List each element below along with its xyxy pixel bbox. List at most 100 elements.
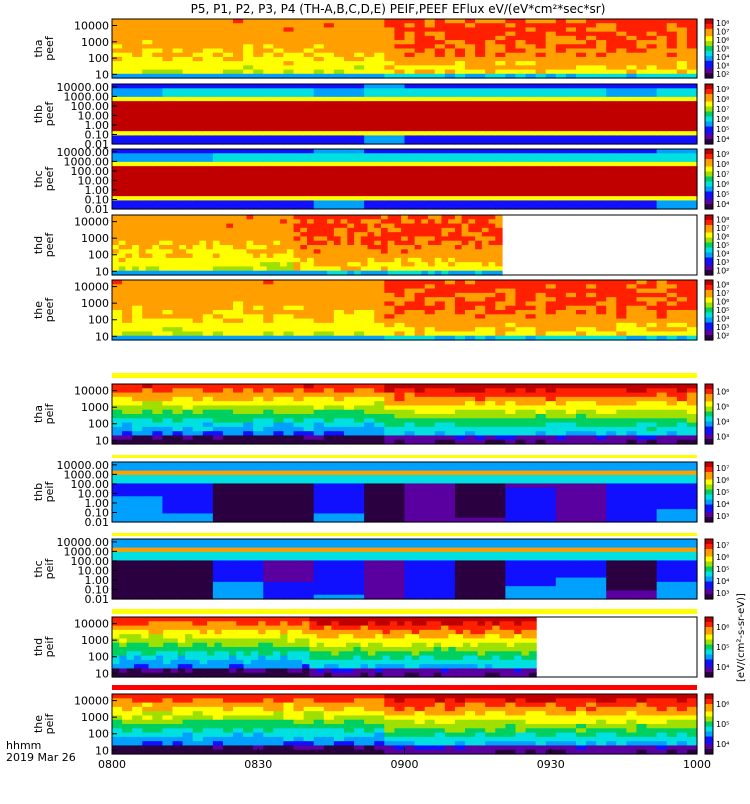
heatmap-cell <box>475 153 486 158</box>
heatmap-cell <box>304 427 315 432</box>
heatmap-cell <box>243 175 254 180</box>
heatmap-cell <box>415 19 426 24</box>
heatmap-cell <box>354 393 365 398</box>
heatmap-cell <box>233 427 244 432</box>
heatmap-cell <box>368 215 375 220</box>
heatmap-cell <box>596 393 607 398</box>
heatmap-cell <box>122 153 133 158</box>
heatmap-cell <box>556 131 567 136</box>
heatmap-cell <box>314 293 325 298</box>
heatmap-cell <box>586 88 597 93</box>
heatmap-cell <box>586 410 597 415</box>
heatmap-cell <box>435 123 446 128</box>
heatmap-cell <box>586 301 597 306</box>
heatmap-cell <box>354 65 365 70</box>
heatmap-cell <box>253 27 264 32</box>
heatmap-cell <box>173 114 184 119</box>
heatmap-cell <box>142 200 153 205</box>
heatmap-cell <box>273 266 280 271</box>
heatmap-cell <box>566 158 577 163</box>
heatmap-cell <box>374 97 385 102</box>
heatmap-cell <box>647 319 658 324</box>
heatmap-cell <box>324 53 335 58</box>
heatmap-cell <box>344 192 355 197</box>
heatmap-cell <box>546 314 557 319</box>
heatmap-cell <box>596 166 607 171</box>
heatmap-cell <box>334 414 345 419</box>
heatmap-cell <box>273 384 284 389</box>
heatmap-cell <box>596 153 607 158</box>
heatmap-cell <box>173 258 180 263</box>
heatmap-cell <box>246 262 253 267</box>
heatmap-cell <box>546 162 557 167</box>
heatmap-cell <box>384 158 395 163</box>
heatmap-cell <box>445 431 456 436</box>
heatmap-cell <box>667 101 678 106</box>
heatmap-cell <box>657 123 668 128</box>
heatmap-cell <box>495 175 506 180</box>
heatmap-cell <box>526 196 537 201</box>
heatmap-cell <box>324 405 335 410</box>
heatmap-cell <box>374 258 381 263</box>
heatmap-cell <box>667 196 678 201</box>
heatmap-cell <box>213 188 224 193</box>
heatmap-cell <box>283 393 294 398</box>
heatmap-cell <box>112 61 123 66</box>
heatmap-cell <box>495 232 502 237</box>
heatmap-cell <box>324 331 335 336</box>
heatmap-cell <box>465 162 476 167</box>
heatmap-cell <box>374 284 385 289</box>
heatmap-cell <box>606 319 617 324</box>
heatmap-cell <box>294 423 305 428</box>
heatmap-cell <box>162 40 173 45</box>
heatmap-cell <box>546 131 557 136</box>
heatmap-cell <box>193 97 204 102</box>
heatmap-cell <box>327 219 334 224</box>
heatmap-cell <box>465 427 476 432</box>
heatmap-cell <box>441 241 448 246</box>
heatmap-cell <box>314 236 321 241</box>
heatmap-cell <box>495 40 506 45</box>
heatmap-cell <box>394 323 405 328</box>
colorbar-tick-label: 10⁶ <box>716 36 729 45</box>
heatmap-cell <box>324 65 335 70</box>
heatmap-cell <box>152 44 163 49</box>
heatmap-cell <box>465 319 476 324</box>
heatmap-cell <box>263 166 274 171</box>
heatmap-cell <box>536 131 547 136</box>
heatmap-cell <box>253 101 264 106</box>
heatmap-cell <box>455 127 466 132</box>
heatmap-cell <box>280 254 287 259</box>
heatmap-cell <box>475 306 486 311</box>
heatmap-cell <box>425 149 436 154</box>
heatmap-cell <box>283 110 294 115</box>
heatmap-cell <box>566 280 577 285</box>
heatmap-cell <box>253 414 264 419</box>
heatmap-cell <box>445 293 456 298</box>
heatmap-cell <box>586 280 597 285</box>
heatmap-cell <box>183 397 194 402</box>
heatmap-cell <box>505 427 516 432</box>
heatmap-cell <box>364 162 375 167</box>
heatmap-cell <box>475 245 482 250</box>
colorbar-tick-label: 10⁸ <box>716 95 729 104</box>
heatmap-cell <box>142 323 153 328</box>
heatmap-cell <box>273 110 284 115</box>
heatmap-cell <box>405 118 416 123</box>
heatmap-cell <box>606 188 617 193</box>
heatmap-cell <box>485 40 496 45</box>
heatmap-cell <box>374 53 385 58</box>
heatmap-cell <box>647 306 658 311</box>
heatmap-cell <box>122 289 133 294</box>
heatmap-cell <box>132 158 143 163</box>
heatmap-cell <box>122 280 133 285</box>
heatmap-cell <box>596 27 607 32</box>
heatmap-cell <box>515 97 526 102</box>
heatmap-cell <box>647 314 658 319</box>
heatmap-cell <box>364 123 375 128</box>
heatmap-cell <box>364 114 375 119</box>
heatmap-cell <box>445 61 456 66</box>
heatmap-cell <box>125 236 132 241</box>
heatmap-cell <box>677 19 688 24</box>
heatmap-cell <box>421 245 428 250</box>
